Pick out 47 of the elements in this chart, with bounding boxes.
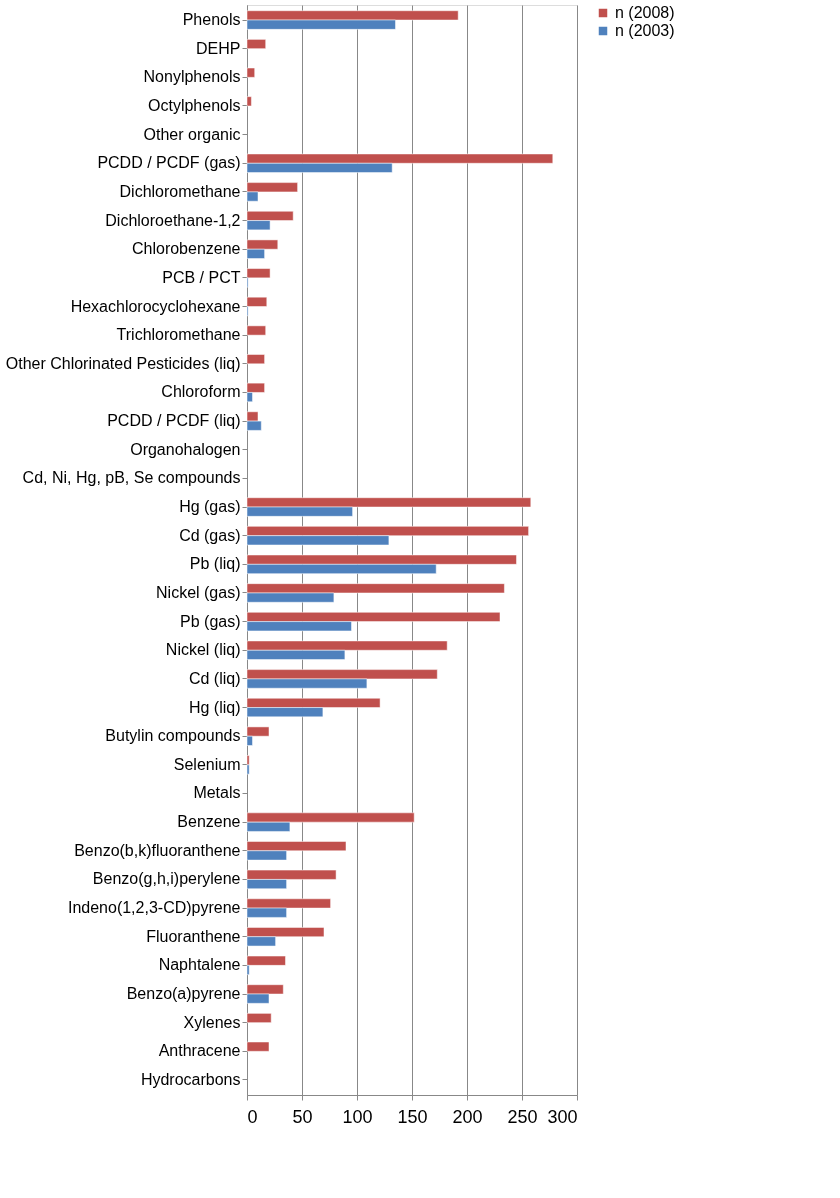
x-tick-label: 200 (452, 1106, 483, 1127)
y-tick-label: Octylphenols (148, 96, 241, 114)
y-tick-label: Benzo(b,k)fluoranthene (74, 841, 241, 859)
y-tick-label: Butylin compounds (105, 727, 241, 745)
y-tick-label: Chlorobenzene (131, 240, 241, 258)
x-tick-label: 100 (342, 1106, 373, 1127)
y-tick-label: Anthracene (158, 1042, 241, 1060)
y-tick-label: Pb (gas) (180, 612, 241, 630)
y-tick-label: Xylenes (183, 1013, 241, 1031)
y-tick-label: PCB / PCT (162, 268, 241, 286)
y-tick-label: Hg (gas) (179, 498, 241, 516)
y-tick-label: Benzo(a)pyrene (126, 985, 241, 1003)
y-tick-label: Selenium (173, 755, 241, 773)
x-tick-label: 250 (507, 1106, 538, 1127)
y-tick-label: PCDD / PCDF (gas) (97, 154, 241, 172)
y-tick-label: Hg (liq) (188, 698, 241, 716)
y-tick-label: Indeno(1,2,3-CD)pyrene (67, 899, 241, 917)
y-tick-label: Nonylphenols (143, 68, 241, 86)
x-tick-label: 50 (292, 1106, 313, 1127)
y-tick-label: PCDD / PCDF (liq) (107, 412, 241, 430)
y-tick-label: Dichloromethane (119, 182, 241, 200)
y-tick-label: Chloroform (161, 383, 241, 401)
y-tick-label: Other organic (143, 125, 241, 143)
y-tick-label: Nickel (gas) (156, 583, 241, 601)
legend-label: n (2003) (615, 22, 675, 39)
y-tick-label: Hexachlorocyclohexane (70, 297, 241, 315)
y-tick-label: Benzene (177, 813, 241, 831)
y-tick-label: Cd, Ni, Hg, pB, Se compounds (22, 469, 241, 487)
y-tick-label: Cd (gas) (179, 526, 241, 544)
y-tick-label: Benzo(g,h,i)perylene (92, 870, 241, 888)
y-tick-label: Other Chlorinated Pesticides (liq) (5, 354, 241, 372)
x-tick-label: 150 (397, 1106, 428, 1127)
y-tick-label: Trichloromethane (116, 326, 241, 344)
y-tick-label: Dichloroethane-1,2 (105, 211, 241, 229)
y-tick-label: DEHP (196, 39, 241, 57)
x-tick-label: 0 (247, 1106, 258, 1127)
x-tick-label: 300 (547, 1106, 578, 1127)
y-tick-label: Organohalogen (130, 440, 241, 458)
y-tick-label: Cd (liq) (188, 669, 241, 687)
y-tick-label: Naphtalene (158, 956, 241, 974)
y-tick-label: Pb (liq) (189, 555, 241, 573)
legend-label: n (2008) (615, 4, 675, 21)
y-tick-label: Nickel (liq) (165, 641, 241, 659)
y-tick-label: Phenols (182, 11, 241, 29)
y-tick-label: Fluoranthene (146, 927, 241, 945)
y-tick-label: Metals (193, 784, 241, 802)
y-tick-label: Hydrocarbons (140, 1070, 241, 1088)
